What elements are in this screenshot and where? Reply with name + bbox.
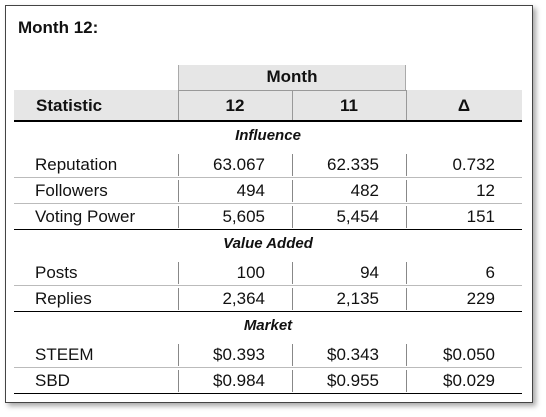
cell-divider (178, 180, 179, 202)
cell: 62.335 (327, 155, 379, 174)
cell: 151 (466, 207, 495, 226)
cell: 0.732 (452, 155, 495, 174)
header-divider (292, 90, 293, 120)
cell: 5,605 (222, 207, 265, 226)
cell-divider (178, 206, 179, 228)
header-bg (14, 90, 522, 120)
cell: 229 (466, 289, 495, 308)
row-rule (14, 177, 522, 178)
header-thick-rule (14, 120, 522, 122)
cell-divider (292, 154, 293, 176)
cell: $0.343 (327, 345, 379, 364)
row-label: Followers (35, 181, 108, 200)
cell: 5,454 (336, 207, 379, 226)
cell: $0.984 (213, 371, 265, 390)
group-header-bg (178, 65, 406, 90)
cell-divider (292, 370, 293, 392)
cell: 2,135 (336, 289, 379, 308)
row-label: SBD (35, 371, 70, 390)
cell: $0.393 (213, 345, 265, 364)
section-rule (14, 311, 522, 312)
row-label: Reputation (35, 155, 118, 174)
cell-divider (178, 262, 179, 284)
cell-divider (178, 344, 179, 366)
header-divider (406, 90, 407, 120)
cell: $0.955 (327, 371, 379, 390)
column-header: 11 (340, 96, 358, 115)
cell-divider (406, 206, 407, 228)
cell-divider (292, 206, 293, 228)
column-header: Δ (457, 96, 471, 115)
cell-divider (406, 370, 407, 392)
section-label: Influence (235, 127, 301, 144)
section-label: Market (243, 317, 293, 334)
cell-divider (292, 344, 293, 366)
row-rule (14, 367, 522, 368)
cell-divider (178, 154, 179, 176)
group-header: Month (266, 67, 318, 86)
cell-divider (406, 262, 407, 284)
cell: 12 (476, 181, 495, 200)
cell: 94 (360, 263, 379, 282)
section-label: Value Added (223, 235, 313, 252)
title: Month 12: (18, 18, 99, 37)
cell: 482 (350, 181, 379, 200)
cell: 63.067 (213, 155, 265, 174)
column-header: 12 (225, 96, 245, 115)
cell: 2,364 (222, 289, 265, 308)
row-label: Posts (35, 263, 78, 282)
cell-divider (178, 370, 179, 392)
section-rule (14, 393, 522, 394)
header-divider (178, 90, 179, 120)
row-label: Voting Power (35, 207, 136, 226)
row-label: STEEM (35, 345, 94, 364)
cell-divider (292, 180, 293, 202)
row-label: Replies (35, 289, 92, 308)
cell: $0.050 (443, 345, 495, 364)
row-rule (14, 203, 522, 204)
column-header: Statistic (36, 96, 103, 115)
cell: 6 (485, 263, 495, 282)
cell-divider (178, 288, 179, 310)
cell-divider (406, 180, 407, 202)
cell: 494 (236, 181, 265, 200)
cell: $0.029 (443, 371, 495, 390)
section-rule (14, 229, 522, 230)
cell: 100 (236, 263, 265, 282)
row-rule (14, 285, 522, 286)
cell-divider (406, 288, 407, 310)
cell-divider (406, 344, 407, 366)
cell-divider (406, 154, 407, 176)
cell-divider (292, 262, 293, 284)
cell-divider (292, 288, 293, 310)
